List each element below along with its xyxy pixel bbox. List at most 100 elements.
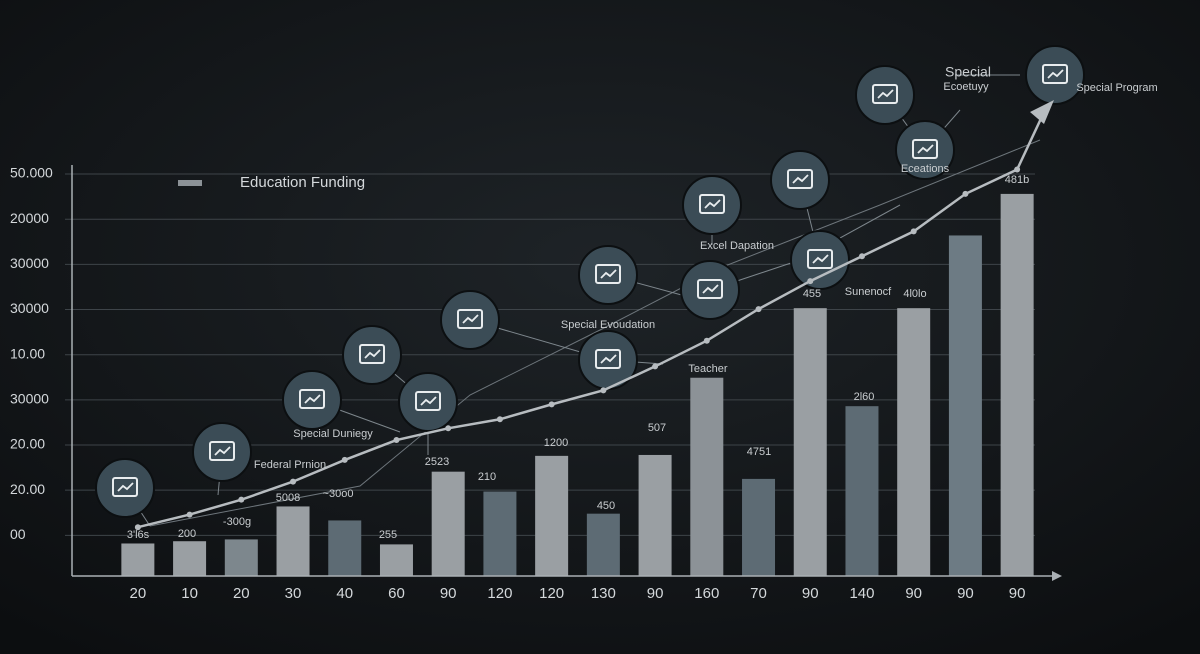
y-tick-label: 20.00 xyxy=(10,481,45,497)
x-tick-label: 140 xyxy=(849,585,874,602)
icon-glyph xyxy=(209,441,235,461)
y-tick-label: 20.00 xyxy=(10,436,45,452)
icon-glyph-detail xyxy=(304,394,321,404)
icon-glyph xyxy=(872,84,898,104)
annotation: 450 xyxy=(597,500,615,512)
x-tick-label: 20 xyxy=(233,585,250,602)
annotation: Special Evoudation xyxy=(561,319,655,331)
line-point xyxy=(600,387,607,394)
x-tick-label: 120 xyxy=(487,585,512,602)
icon-glyph-detail xyxy=(214,446,231,456)
annotation: 507 xyxy=(648,422,666,434)
line-point xyxy=(238,496,245,503)
icon-glyph-detail xyxy=(600,354,617,364)
icon-glyph xyxy=(912,139,938,159)
annotation: 200 xyxy=(178,528,196,540)
icon-glyph-detail xyxy=(600,269,617,279)
icon-glyph xyxy=(415,391,441,411)
line-point xyxy=(186,511,193,518)
bar xyxy=(121,543,155,576)
annotation: 1200 xyxy=(544,437,568,449)
y-tick-label: 20000 xyxy=(10,210,49,226)
x-tick-label: 40 xyxy=(336,585,353,602)
line-point xyxy=(703,337,710,344)
icon-glyph-detail xyxy=(1047,69,1064,79)
line-point xyxy=(548,401,555,408)
bar xyxy=(173,541,207,576)
annotation: 455 xyxy=(803,288,821,300)
annotation: 255 xyxy=(379,529,397,541)
annotation: Teacher xyxy=(688,363,727,375)
x-tick-label: 90 xyxy=(802,585,819,602)
x-tick-label: 90 xyxy=(440,585,457,602)
line-point xyxy=(910,228,917,235)
icons xyxy=(95,45,1085,527)
annotation: 4751 xyxy=(747,446,771,458)
annotation: 5008 xyxy=(276,492,300,504)
x-tick-label: 90 xyxy=(957,585,974,602)
bars xyxy=(121,193,1034,576)
line-point xyxy=(755,306,762,313)
y-tick-label: 30000 xyxy=(10,391,49,407)
trend-line xyxy=(149,139,1041,527)
line-point xyxy=(962,190,969,197)
x-axis-arrow xyxy=(1052,571,1062,581)
x-tick-label: 120 xyxy=(539,585,564,602)
x-tick-label: 130 xyxy=(591,585,616,602)
annotation: 210 xyxy=(478,471,496,483)
icon-glyph xyxy=(1042,64,1068,84)
icon-glyph-detail xyxy=(702,284,719,294)
y-tick-label: 30000 xyxy=(10,255,49,271)
annotation: 4l0lo xyxy=(903,288,926,300)
bar xyxy=(431,471,465,576)
annotation: Special xyxy=(945,64,991,80)
icon-glyph-detail xyxy=(812,254,829,264)
bar xyxy=(483,491,517,576)
bar xyxy=(586,513,620,576)
x-tick-label: 30 xyxy=(285,585,302,602)
bar xyxy=(793,308,827,576)
annotation: Excel Dapation xyxy=(700,240,774,252)
icon-glyph xyxy=(787,169,813,189)
line xyxy=(137,168,1018,529)
icon-glyph xyxy=(697,279,723,299)
line-arrow-head xyxy=(1030,100,1054,124)
bar xyxy=(897,308,931,576)
icon-glyph xyxy=(457,309,483,329)
x-tick-label: 10 xyxy=(181,585,198,602)
bar xyxy=(1000,193,1034,576)
x-tick-label: 90 xyxy=(905,585,922,602)
icon-glyph xyxy=(595,349,621,369)
bar xyxy=(379,544,413,576)
line-point xyxy=(652,363,659,370)
icon-glyph xyxy=(699,194,725,214)
bar xyxy=(948,235,982,576)
icon-glyph-detail xyxy=(364,349,381,359)
x-tick-label: 90 xyxy=(1009,585,1026,602)
annotations: 3'l6s 200 -300g 5008 ~30o0 255 2523 210 1200 450 5… xyxy=(127,64,1158,541)
annotation: 481b xyxy=(1005,174,1029,186)
line-point xyxy=(290,478,297,485)
y-tick-label: 10.00 xyxy=(10,345,45,361)
icon-glyph xyxy=(359,344,385,364)
bar xyxy=(276,506,310,576)
bar xyxy=(328,520,362,576)
bar xyxy=(690,377,724,576)
icon-glyph xyxy=(112,477,138,497)
icon-glyph xyxy=(595,264,621,284)
legend-swatch xyxy=(178,180,202,186)
line-point xyxy=(393,437,400,444)
annotation: ~30o0 xyxy=(323,488,354,500)
bar xyxy=(638,454,672,576)
annotation: Eceations xyxy=(901,163,950,175)
annotation: Federal Prnion xyxy=(254,459,326,471)
icon-glyph-detail xyxy=(704,199,721,209)
x-tick-label: 90 xyxy=(647,585,664,602)
line-point xyxy=(496,416,503,423)
y-tick-label: 50.000 xyxy=(10,165,53,181)
icon-glyph-detail xyxy=(117,482,134,492)
annotation: 3'l6s xyxy=(127,529,150,541)
line-point xyxy=(807,278,814,285)
icon-glyph-detail xyxy=(877,89,894,99)
